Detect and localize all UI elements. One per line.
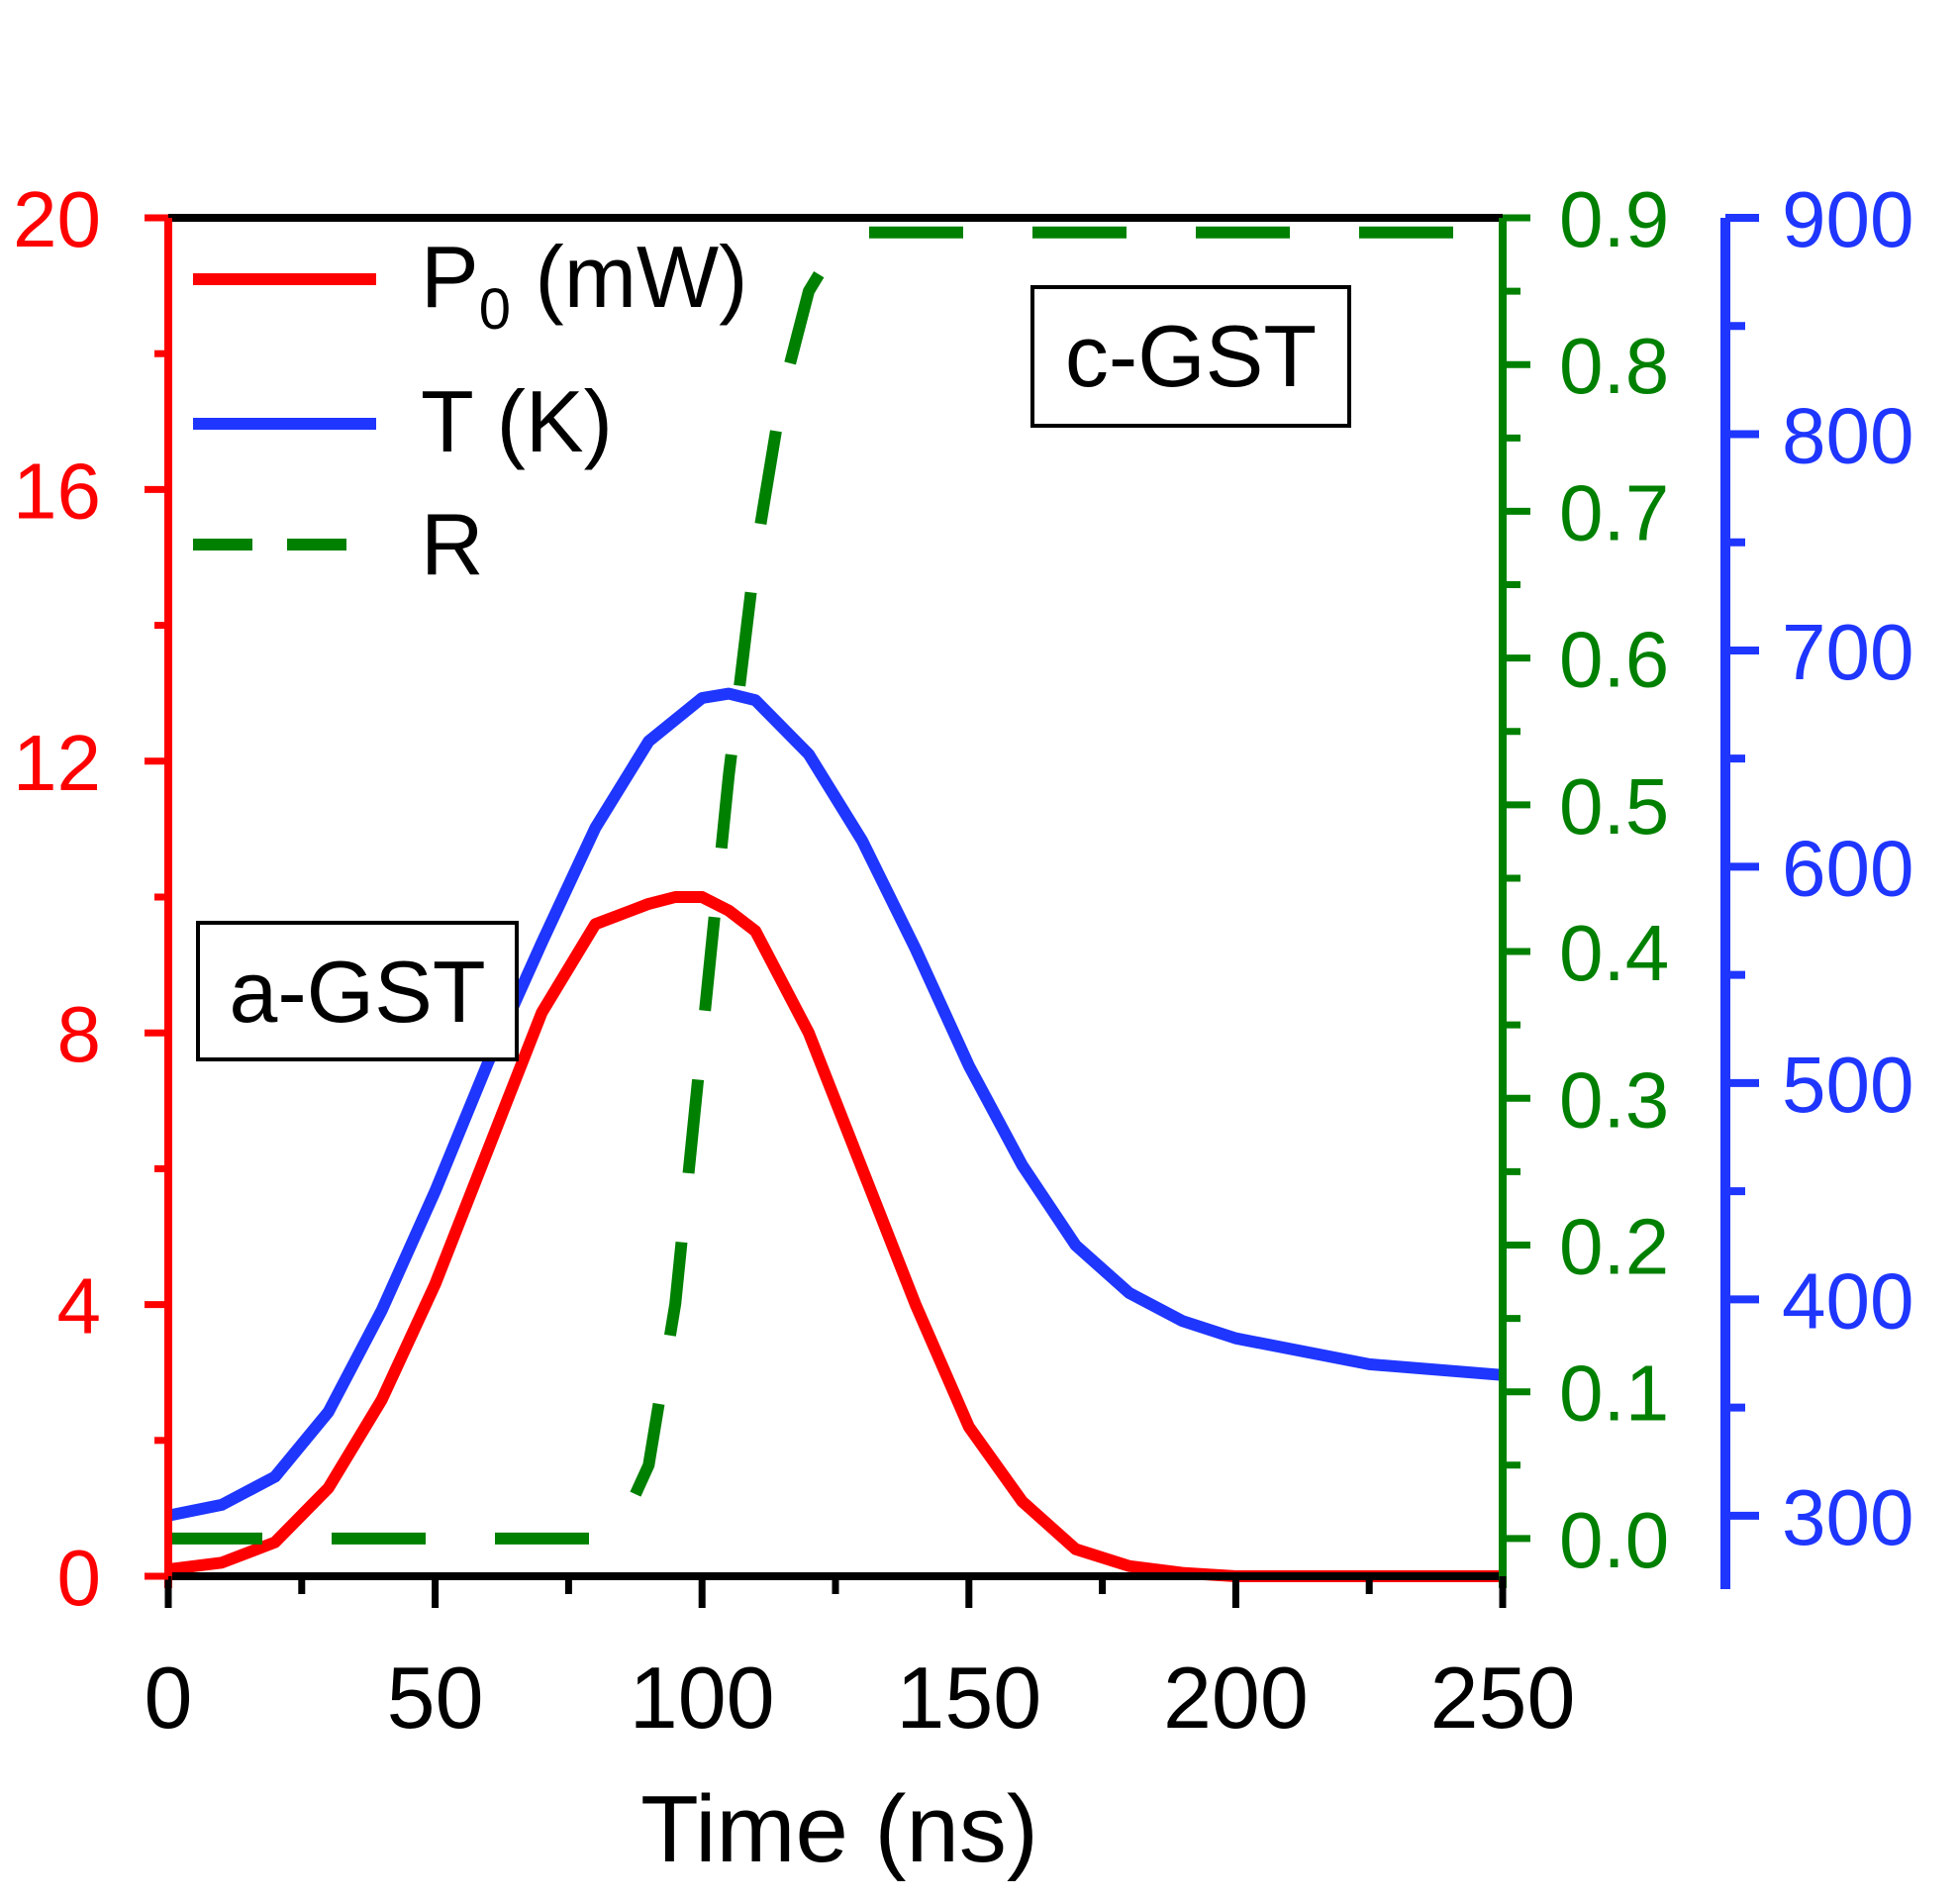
left-tick-label: 4 bbox=[57, 1262, 102, 1351]
svg-text:a-GST: a-GST bbox=[229, 943, 485, 1041]
green-tick-label: 0.9 bbox=[1559, 175, 1669, 263]
left-tick-label: 0 bbox=[57, 1534, 102, 1622]
x-axis-title: Time (ns) bbox=[640, 1776, 1038, 1882]
green-tick-label: 0.7 bbox=[1559, 468, 1669, 556]
green-tick-label: 0.5 bbox=[1559, 762, 1669, 850]
left-tick-label: 8 bbox=[57, 990, 102, 1078]
annotation-a-gst: a-GST bbox=[196, 921, 519, 1061]
series-line-0 bbox=[167, 891, 1503, 1582]
blue-tick-label: 600 bbox=[1782, 824, 1913, 912]
x-tick-label: 0 bbox=[145, 1649, 193, 1747]
x-tick-label: 200 bbox=[1163, 1649, 1309, 1747]
legend-label-reflectance: R bbox=[421, 495, 484, 593]
x-tick-label: 50 bbox=[387, 1649, 484, 1747]
legend-label-power: P0 (mW) bbox=[421, 228, 747, 342]
green-tick-label: 0.4 bbox=[1559, 909, 1669, 997]
x-tick-label: 150 bbox=[896, 1649, 1041, 1747]
blue-tick-label: 300 bbox=[1782, 1473, 1913, 1561]
series-line-2 bbox=[168, 226, 1503, 1545]
legend: P0 (mW) T (K) R bbox=[193, 228, 747, 593]
green-tick-label: 0.0 bbox=[1559, 1496, 1669, 1584]
blue-tick-label: 700 bbox=[1782, 608, 1913, 696]
left-tick-label: 16 bbox=[13, 447, 101, 535]
left-tick-label: 12 bbox=[13, 719, 101, 807]
blue-tick-label: 500 bbox=[1782, 1041, 1913, 1129]
left-tick-label: 20 bbox=[13, 175, 101, 263]
green-tick-label: 0.3 bbox=[1559, 1055, 1669, 1144]
blue-tick-label: 800 bbox=[1782, 391, 1913, 479]
x-tick-label: 100 bbox=[630, 1649, 775, 1747]
svg-text:c-GST: c-GST bbox=[1065, 307, 1317, 405]
blue-tick-label: 900 bbox=[1782, 175, 1913, 263]
green-tick-label: 0.2 bbox=[1559, 1202, 1669, 1290]
green-tick-label: 0.8 bbox=[1559, 322, 1669, 410]
blue-tick-label: 400 bbox=[1782, 1256, 1913, 1345]
x-tick-label: 250 bbox=[1430, 1649, 1576, 1747]
series-line-1 bbox=[166, 687, 1504, 1522]
legend-label-temperature: T (K) bbox=[421, 372, 613, 470]
green-tick-label: 0.1 bbox=[1559, 1350, 1669, 1438]
annotation-c-gst: c-GST bbox=[1030, 285, 1351, 428]
green-tick-label: 0.6 bbox=[1559, 616, 1669, 704]
